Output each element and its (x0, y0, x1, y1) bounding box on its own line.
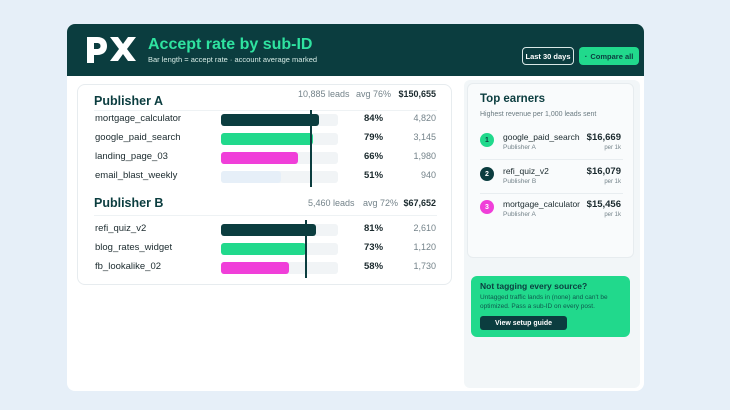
accept-rate-bar (221, 114, 319, 126)
top-earner-item[interactable]: 3 mortgage_calculator Publisher A $15,456 pe… (468, 195, 635, 229)
tagging-promo: Not tagging every source? Untagged traff… (471, 276, 630, 337)
accept-rate-bar (221, 224, 316, 236)
accept-rate-bar-track (221, 239, 338, 259)
subid-row[interactable]: landing_page_03 66% 1,980 (78, 148, 453, 168)
dot-icon: · (584, 51, 588, 61)
publisher-leads: 5,460 leads (308, 198, 355, 208)
accept-rate-value: 66% (364, 151, 384, 162)
subid-label: fb_lookalike_02 (95, 261, 162, 272)
rank-badge: 3 (480, 200, 494, 214)
subid-label: landing_page_03 (95, 151, 168, 162)
average-marker (305, 239, 307, 259)
accept-rate-bar (221, 262, 289, 274)
lead-count: 1,980 (413, 151, 436, 161)
publisher-name: Publisher A (94, 94, 163, 108)
promo-text: Untagged traffic lands in (none) and can… (480, 294, 608, 310)
page-title: Accept rate by sub-ID (148, 36, 313, 53)
px-logo (87, 37, 136, 63)
accept-rate-bar-track (221, 148, 338, 168)
average-marker (310, 148, 312, 168)
promo-title: Not tagging every source? (480, 281, 588, 291)
top-earner-value: $15,456 (586, 199, 621, 210)
top-earner-publisher: Publisher A (503, 211, 536, 218)
accept-rate-bar-track (221, 258, 338, 278)
page-subtitle: Bar length = accept rate · account avera… (148, 55, 318, 64)
average-marker (305, 258, 307, 278)
rank-badge: 2 (480, 167, 494, 181)
compare-all-label: Compare all (590, 51, 634, 61)
top-earner-name: mortgage_calculator (503, 199, 581, 209)
date-range-button[interactable]: Last 30 days (522, 47, 574, 65)
top-earner-unit: per 1k (604, 179, 621, 185)
accept-rate-value: 73% (364, 242, 384, 253)
accept-rate-bar (221, 243, 306, 255)
subid-label: blog_rates_widget (95, 242, 173, 253)
top-earner-unit: per 1k (604, 212, 621, 218)
top-earner-publisher: Publisher B (503, 178, 537, 185)
view-setup-guide-button[interactable]: View setup guide (480, 316, 567, 330)
rank-badge: 1 (480, 133, 494, 147)
subid-row[interactable]: google_paid_search 79% 3,145 (78, 129, 453, 149)
report-header: Accept rate by sub-ID Bar length = accep… (67, 24, 644, 76)
average-marker (310, 110, 312, 130)
subid-row[interactable]: email_blast_weekly 51% 940 (78, 167, 453, 187)
publisher-average: avg 76% (356, 89, 392, 99)
publisher-leads: 10,885 leads (298, 89, 350, 99)
top-earner-value: $16,669 (586, 132, 621, 143)
subid-row[interactable]: fb_lookalike_02 58% 1,730 (78, 258, 453, 278)
lead-count: 1,730 (413, 261, 436, 271)
accept-rate-bar-track (221, 110, 338, 130)
average-marker (305, 220, 307, 240)
subid-label: refi_quiz_v2 (95, 223, 147, 234)
top-earner-name: refi_quiz_v2 (503, 166, 549, 176)
accept-rate-bar-track (221, 167, 338, 187)
accept-rate-bar-track (221, 129, 338, 149)
lead-count: 3,145 (413, 132, 436, 142)
subid-label: email_blast_weekly (95, 170, 178, 181)
top-earner-item[interactable]: 2 refi_quiz_v2 Publisher B $16,079 per 1k (468, 162, 635, 196)
accept-rate-bar (221, 133, 313, 145)
lead-count: 940 (420, 170, 436, 180)
top-earner-name: google_paid_search (503, 132, 580, 142)
lead-count: 2,610 (413, 223, 436, 233)
accept-rate-value: 58% (364, 261, 384, 272)
publisher-name: Publisher B (94, 196, 164, 210)
accept-rate-value: 81% (364, 223, 384, 234)
lead-count: 4,820 (413, 113, 436, 123)
accept-rate-value: 84% (364, 113, 384, 124)
divider (480, 193, 623, 194)
publisher-revenue: $67,652 (403, 198, 436, 208)
top-earners-subtitle: Highest revenue per 1,000 leads sent (480, 111, 597, 118)
publisher-revenue: $150,655 (398, 89, 436, 99)
accept-rate-bar (221, 171, 281, 183)
top-earner-publisher: Publisher A (503, 144, 536, 151)
subid-row[interactable]: mortgage_calculator 84% 4,820 (78, 110, 453, 130)
publisher-panel: Publisher A 10,885 leads avg 76% $150,655 mo… (77, 84, 452, 285)
subid-label: google_paid_search (95, 132, 181, 143)
accept-rate-bar (221, 152, 298, 164)
top-earners-panel: Top earners Highest revenue per 1,000 le… (467, 83, 634, 258)
accept-rate-bar-track (221, 220, 338, 240)
subid-row[interactable]: refi_quiz_v2 81% 2,610 (78, 220, 453, 240)
average-marker (310, 167, 312, 187)
average-marker (310, 129, 312, 149)
divider (94, 215, 437, 216)
subid-row[interactable]: blog_rates_widget 73% 1,120 (78, 239, 453, 259)
accept-rate-value: 79% (364, 132, 384, 143)
top-earner-item[interactable]: 1 google_paid_search Publisher A $16,669 per… (468, 128, 635, 162)
top-earner-unit: per 1k (604, 145, 621, 151)
divider (94, 110, 437, 111)
lead-count: 1,120 (413, 242, 436, 252)
subid-label: mortgage_calculator (95, 113, 182, 124)
top-earners-title: Top earners (480, 93, 545, 105)
top-earner-value: $16,079 (586, 166, 621, 177)
publisher-average: avg 72% (363, 198, 399, 208)
compare-all-button[interactable]: · Compare all (579, 47, 639, 65)
divider (480, 159, 623, 160)
accept-rate-value: 51% (364, 170, 384, 181)
